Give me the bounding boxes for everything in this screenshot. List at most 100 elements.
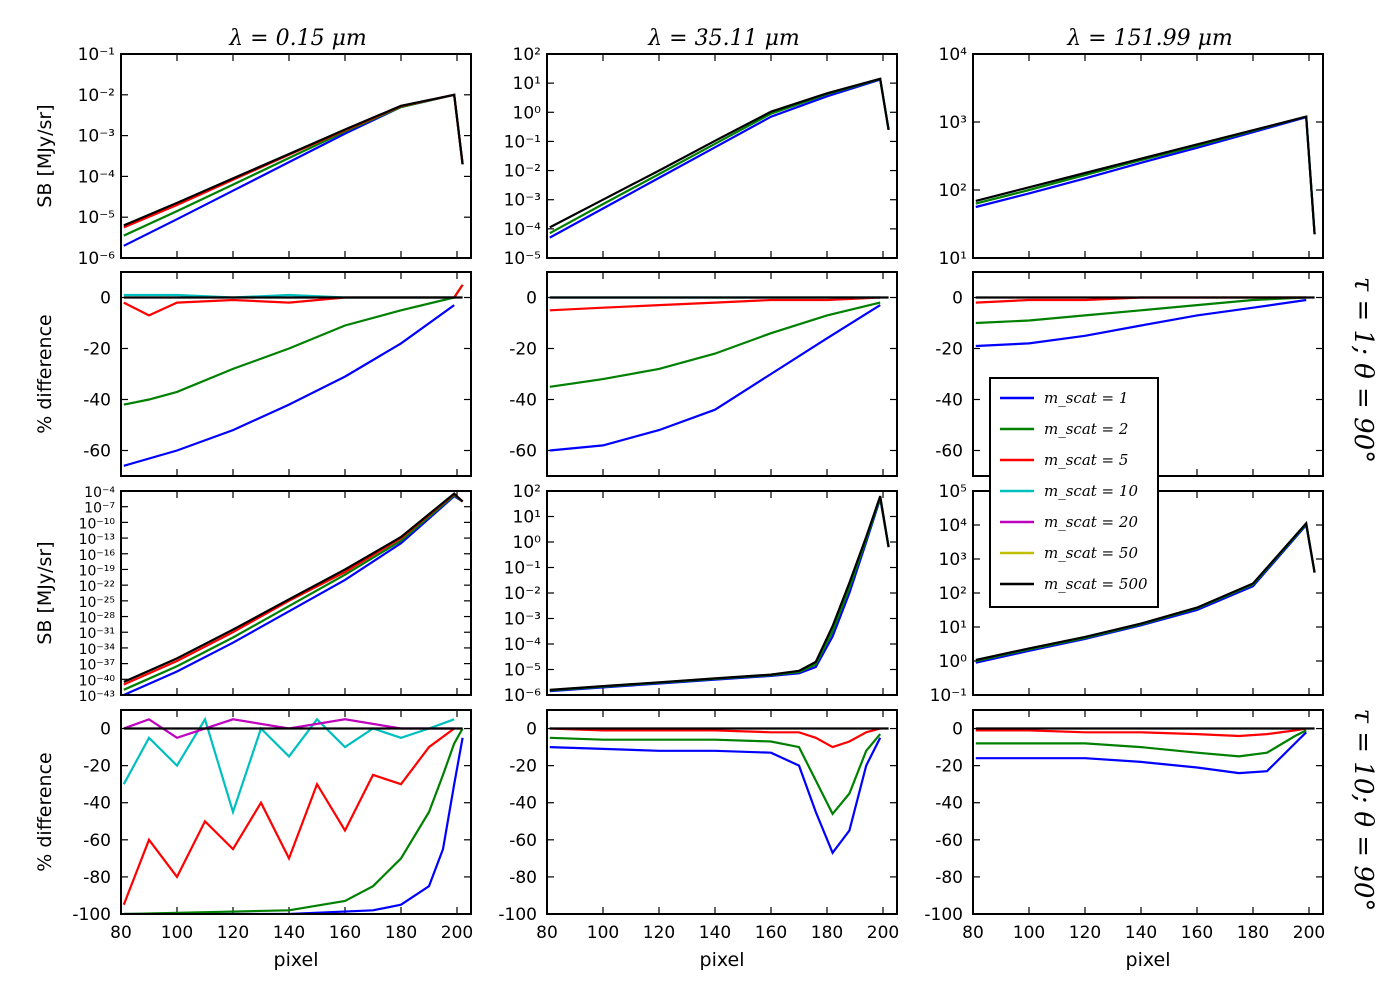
y-tick-label: 10⁻¹ — [504, 559, 541, 579]
y-tick-label: 10⁻² — [504, 584, 541, 604]
y-tick-label: 10⁴ — [939, 516, 968, 536]
series-m2 — [123, 727, 464, 914]
y-tick-label: 10⁻⁵ — [504, 249, 541, 269]
series-m1 — [123, 494, 464, 695]
y-tick-label: -80 — [509, 868, 537, 888]
row-label-2: τ = 10; θ = 90° — [1348, 709, 1378, 912]
x-tick-label: 140 — [273, 923, 305, 943]
y-tick-label: 0 — [100, 720, 111, 740]
y-tick-label: -100 — [498, 905, 537, 925]
y-tick-label: 10⁻⁶ — [78, 249, 116, 269]
axes-frame — [546, 271, 898, 477]
x-tick-label: 120 — [643, 923, 675, 943]
series-m500 — [549, 495, 890, 691]
y-tick-label: -20 — [509, 757, 537, 777]
series-m5 — [123, 492, 464, 686]
panel-p32: 10⁻⁶ 10⁻⁵ 10⁻⁴ 10⁻³ 10⁻² 10⁻¹ 10⁰ 10¹ 10² — [504, 482, 898, 706]
panel-p22: 0 -20 -40 -60 — [509, 271, 898, 477]
x-tick-label: 160 — [329, 923, 361, 943]
series-m5 — [975, 727, 1307, 738]
panel-p43: 80 100 120 140 160 180 200 0 -20 -40 -60 -80 -100 pix… — [924, 709, 1325, 971]
y-tick-label: 10⁻⁵ — [78, 208, 115, 228]
y-tick-label: -60 — [935, 831, 963, 851]
y-tick-label: 10⁻¹⁶ — [79, 548, 116, 564]
y-tick-label: 10⁻²⁸ — [79, 611, 116, 627]
y-tick-label: 10² — [513, 482, 541, 502]
y-tick-label: 10⁻⁷ — [84, 501, 115, 517]
series-m1 — [123, 304, 455, 467]
x-tick-label: 180 — [385, 923, 417, 943]
panel-p11: 10⁻⁶ 10⁻⁵ 10⁻⁴ 10⁻³ 10⁻² 10⁻¹ SB [MJy/sr] — [34, 45, 472, 269]
series-m5 — [549, 727, 881, 749]
series-m1 — [975, 115, 1316, 235]
axes-frame — [120, 53, 472, 259]
y-tick-label: 0 — [952, 289, 963, 309]
axes-frame — [546, 490, 898, 696]
panel-p41: 80 100 120 140 160 180 200 0 -20 -40 -60 -80 -100 % d… — [34, 709, 473, 971]
x-tick-label: 100 — [1013, 923, 1045, 943]
y-tick-label: -60 — [509, 442, 537, 462]
y-tick-label: -20 — [83, 757, 111, 777]
legend: m_scat = 1 m_scat = 2 m_scat = 5 m_scat = 1… — [989, 377, 1159, 608]
y-tick-label: 10⁻⁴ — [78, 167, 116, 187]
x-tick-label: 140 — [699, 923, 731, 943]
y-tick-label: 10⁻² — [78, 86, 115, 106]
y-tick-label: -100 — [924, 905, 963, 925]
legend-box — [989, 377, 1159, 608]
y-tick-label: 10¹ — [939, 249, 967, 269]
y-tick-label: -80 — [935, 868, 963, 888]
x-tick-label: 80 — [962, 923, 984, 943]
series-m2 — [549, 497, 890, 692]
y-tick-label: -40 — [935, 794, 963, 814]
x-tick-label: 120 — [1069, 923, 1101, 943]
x-tick-label: 180 — [811, 923, 843, 943]
y-tick-label: 10⁻² — [504, 162, 541, 182]
y-tick-label: 10⁻³⁴ — [79, 642, 116, 658]
series-m500 — [975, 115, 1316, 235]
y-tick-label: 10⁻⁴ — [84, 485, 115, 501]
legend-label: m_scat = 20 — [1044, 513, 1138, 531]
x-tick-label: 100 — [161, 923, 193, 943]
y-tick-label: 0 — [526, 289, 537, 309]
y-tick-label: 10¹ — [513, 74, 541, 94]
panel-p23: 0 -20 -40 -60 — [935, 271, 1324, 477]
y-tick-label: 10⁻¹⁰ — [79, 516, 116, 532]
x-tick-label: 80 — [110, 923, 132, 943]
legend-label: m_scat = 10 — [1044, 482, 1138, 500]
y-tick-label: 10⁴ — [939, 45, 968, 65]
col-title-1: λ = 0.15 μm — [228, 26, 367, 51]
y-tick-label: -20 — [83, 340, 111, 360]
x-tick-label: 200 — [1293, 923, 1325, 943]
series-m500 — [549, 77, 890, 229]
series-m1 — [549, 737, 882, 856]
y-tick-label: -80 — [83, 868, 111, 888]
x-tick-label: 160 — [1181, 923, 1213, 943]
axes-frame — [120, 709, 472, 915]
y-tick-label: 10⁻³ — [504, 191, 541, 211]
y-tick-label: -40 — [509, 391, 537, 411]
series-m5 — [123, 284, 464, 317]
series-m20 — [123, 718, 455, 740]
series-m1 — [975, 298, 1307, 348]
y-tick-label: -40 — [509, 794, 537, 814]
y-tick-label: 10⁵ — [939, 482, 967, 502]
axes-frame — [972, 53, 1324, 259]
x-tick-label: 200 — [867, 923, 899, 943]
y-tick-label: 10⁻⁴⁰ — [79, 673, 116, 689]
y-tick-label: -20 — [509, 340, 537, 360]
y-tick-label: 10⁻³¹ — [79, 626, 115, 642]
series-m2 — [549, 301, 881, 388]
y-tick-label: 10⁻³ — [504, 610, 541, 630]
y-axis-label: % difference — [34, 314, 56, 433]
series-m5 — [122, 727, 455, 906]
axes-frame — [546, 53, 898, 259]
y-tick-label: 10⁻⁶ — [504, 686, 542, 706]
axes-frame — [120, 490, 472, 696]
y-tick-label: -60 — [83, 442, 111, 462]
legend-label: m_scat = 2 — [1044, 420, 1128, 438]
y-tick-label: 10⁰ — [513, 533, 542, 553]
x-tick-label: 200 — [441, 923, 473, 943]
series-m2 — [975, 115, 1316, 235]
panels-layer: 10⁻⁶10⁻⁵10⁻⁴10⁻³10⁻²10⁻¹SB [MJy/sr]10⁻⁵1… — [34, 45, 1325, 971]
